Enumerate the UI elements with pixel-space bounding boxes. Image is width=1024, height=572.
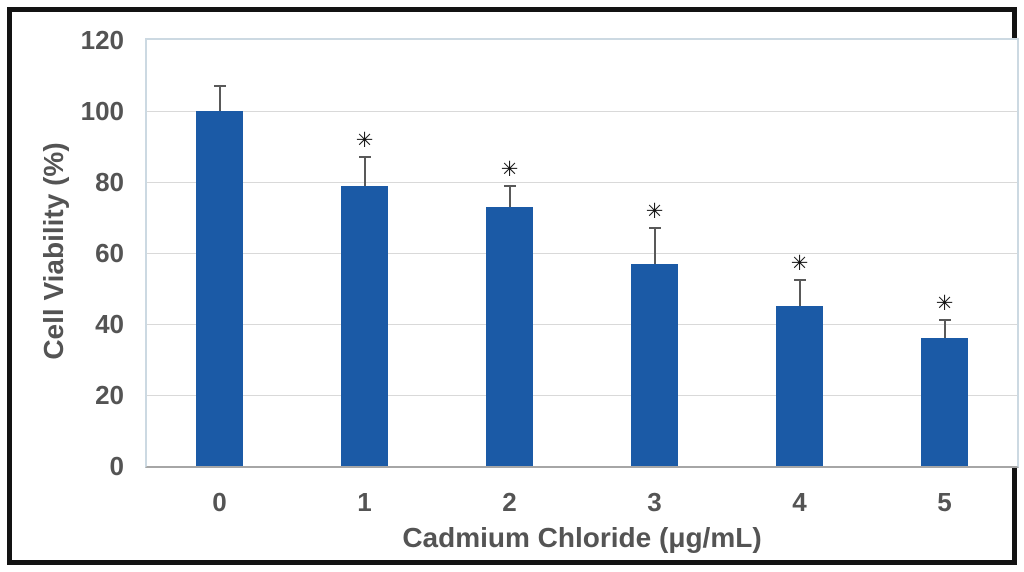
bar [486,206,533,466]
error-bar-line [653,228,656,264]
bar [196,111,243,466]
figure-frame: Cell Viability (%) Cadmium Chloride (μg/… [7,7,1019,565]
x-tick-label: 0 [212,487,227,517]
error-bar-cap [358,156,371,159]
x-tick-label: 3 [647,487,662,517]
error-bar-cap [648,227,661,230]
x-axis-title: Cadmium Chloride (μg/mL) [402,522,762,553]
y-tick-label: 60 [95,238,124,268]
gridline [147,182,1017,183]
error-bar-cap [938,319,951,322]
error-bar-cap [503,184,516,187]
error-bar-line [508,185,511,207]
significance-asterisk: ✳ [645,199,664,224]
significance-asterisk: ✳ [500,156,519,181]
x-tick-label: 4 [792,487,807,517]
error-bar-cap [793,278,806,281]
error-bar-line [943,320,946,339]
x-tick-label: 1 [357,487,372,517]
y-tick-label: 100 [80,96,124,126]
gridline [147,324,1017,325]
x-tick-label: 5 [937,487,952,517]
y-tick-label: 20 [95,380,124,410]
y-tick-label: 120 [80,25,124,55]
error-bar-cap [213,85,226,88]
y-tick-label: 40 [95,309,124,339]
significance-asterisk: ✳ [355,128,374,153]
bar [776,306,823,466]
significance-asterisk: ✳ [935,291,954,316]
y-tick-label: 80 [95,167,124,197]
gridline [147,111,1017,112]
gridline [147,253,1017,254]
x-tick-label: 2 [502,487,517,517]
bar [631,263,678,466]
significance-asterisk: ✳ [790,250,809,275]
error-bar-line [363,157,366,186]
plot-area: ✳ ✳ ✳ ✳ ✳ [145,38,1019,468]
error-bar-line [218,86,221,111]
bar [341,185,388,466]
y-tick-label: 0 [109,451,124,481]
bar [921,338,968,466]
error-bar-line [798,279,801,307]
gridline [147,395,1017,396]
